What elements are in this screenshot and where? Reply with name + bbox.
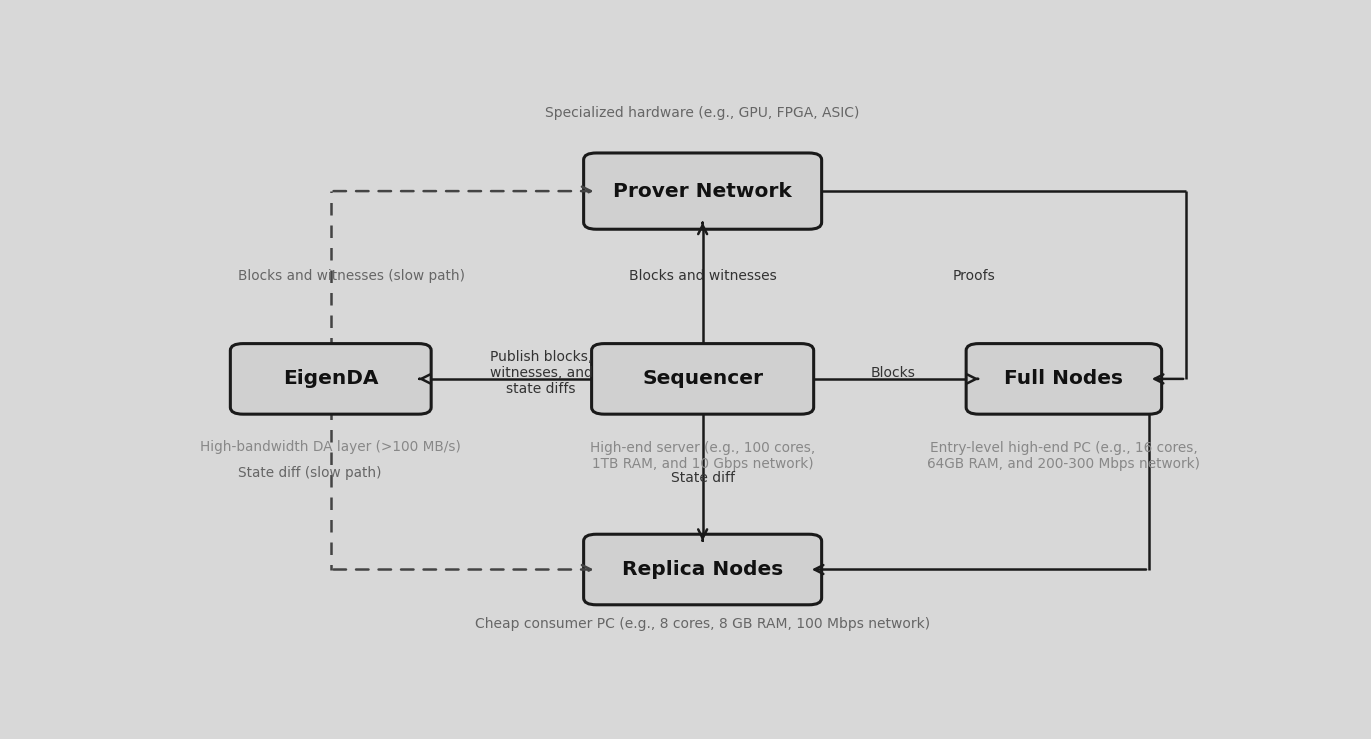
Text: High-end server (e.g., 100 cores,
1TB RAM, and 10 Gbps network): High-end server (e.g., 100 cores, 1TB RA… — [590, 440, 816, 471]
FancyBboxPatch shape — [967, 344, 1161, 414]
Text: Cheap consumer PC (e.g., 8 cores, 8 GB RAM, 100 Mbps network): Cheap consumer PC (e.g., 8 cores, 8 GB R… — [476, 616, 930, 630]
Text: High-bandwidth DA layer (>100 MB/s): High-bandwidth DA layer (>100 MB/s) — [200, 440, 461, 454]
Text: Sequencer: Sequencer — [642, 370, 764, 389]
Text: Full Nodes: Full Nodes — [1005, 370, 1123, 389]
Text: Entry-level high-end PC (e.g., 16 cores,
64GB RAM, and 200-300 Mbps network): Entry-level high-end PC (e.g., 16 cores,… — [927, 440, 1201, 471]
FancyBboxPatch shape — [584, 153, 821, 229]
Text: EigenDA: EigenDA — [282, 370, 378, 389]
Text: State diff (slow path): State diff (slow path) — [239, 466, 381, 480]
Text: Blocks: Blocks — [871, 367, 916, 380]
FancyBboxPatch shape — [584, 534, 821, 605]
Text: Publish blocks,
witnesses, and
state diffs: Publish blocks, witnesses, and state dif… — [489, 350, 592, 396]
Text: Replica Nodes: Replica Nodes — [622, 560, 783, 579]
Text: Blocks and witnesses (slow path): Blocks and witnesses (slow path) — [239, 270, 465, 284]
FancyBboxPatch shape — [592, 344, 813, 414]
Text: Prover Network: Prover Network — [613, 182, 792, 200]
FancyBboxPatch shape — [230, 344, 430, 414]
Text: State diff: State diff — [670, 471, 735, 486]
Text: Blocks and witnesses: Blocks and witnesses — [629, 270, 776, 284]
Text: Proofs: Proofs — [953, 270, 995, 284]
Text: Specialized hardware (e.g., GPU, FPGA, ASIC): Specialized hardware (e.g., GPU, FPGA, A… — [546, 106, 860, 120]
